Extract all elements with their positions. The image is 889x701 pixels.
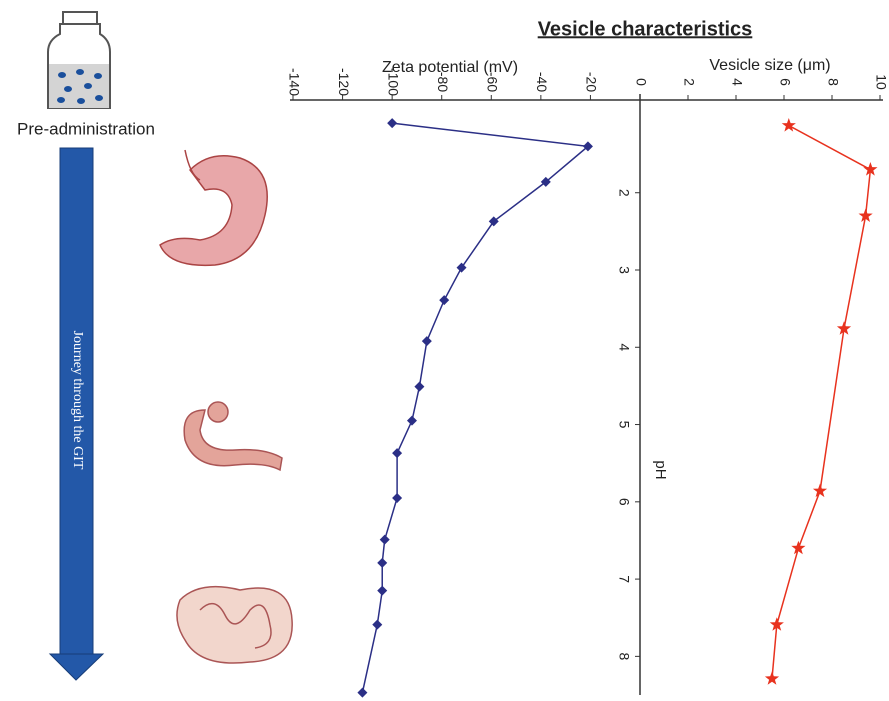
diamond-marker (439, 295, 449, 305)
tick-label: -40 (534, 72, 550, 92)
tick-label: 6 (777, 78, 793, 86)
series-line (772, 126, 870, 679)
star-marker (813, 484, 827, 498)
tick-label: 7 (616, 575, 632, 583)
star-marker (765, 671, 779, 685)
tick-label: -60 (485, 72, 501, 92)
diamond-marker (422, 336, 432, 346)
tick-label: -80 (435, 72, 451, 92)
jar-icon (48, 12, 110, 108)
tick-label: 5 (616, 421, 632, 429)
tick-label: 4 (616, 343, 632, 351)
duodenum-drawing (184, 402, 282, 470)
tick-label: 8 (616, 652, 632, 660)
diamond-marker (392, 493, 402, 503)
tick-label: 0 (633, 78, 649, 86)
diamond-marker (380, 535, 390, 545)
tick-label: 2 (681, 78, 697, 86)
figure: Pre-administration Journey through the G… (0, 0, 889, 701)
tick-label: 10 (873, 74, 889, 90)
diamond-marker (357, 688, 367, 698)
diamond-marker (387, 118, 397, 128)
tick-label: 2 (616, 189, 632, 197)
annotation: Journey through the GIT (70, 331, 85, 470)
star-marker (859, 208, 873, 222)
diamond-marker (377, 558, 387, 568)
diamond-marker (392, 448, 402, 458)
diamond-marker (377, 586, 387, 596)
y2-axis-label: Vesicle size (μm) (709, 57, 830, 74)
x-axis-label: pH (652, 460, 669, 479)
star-marker (791, 541, 805, 555)
diamond-marker (407, 416, 417, 426)
diamond-marker (457, 263, 467, 273)
tick-label: 8 (825, 78, 841, 86)
chart-title: Vesicle characteristics (538, 18, 753, 40)
tick-label: -20 (584, 72, 600, 92)
star-marker (782, 118, 796, 132)
annotation: Pre-administration (17, 119, 155, 138)
diamond-marker (414, 382, 424, 392)
diamond-marker (372, 620, 382, 630)
tick-label: -100 (385, 68, 401, 96)
tick-label: 3 (616, 266, 632, 274)
series-line (362, 123, 588, 693)
tick-label: 6 (616, 498, 632, 506)
tick-label: 4 (729, 78, 745, 86)
intestine-drawing (177, 587, 292, 663)
tick-label: -120 (336, 68, 352, 96)
stomach-drawing (160, 150, 267, 265)
tick-label: -140 (286, 68, 302, 96)
